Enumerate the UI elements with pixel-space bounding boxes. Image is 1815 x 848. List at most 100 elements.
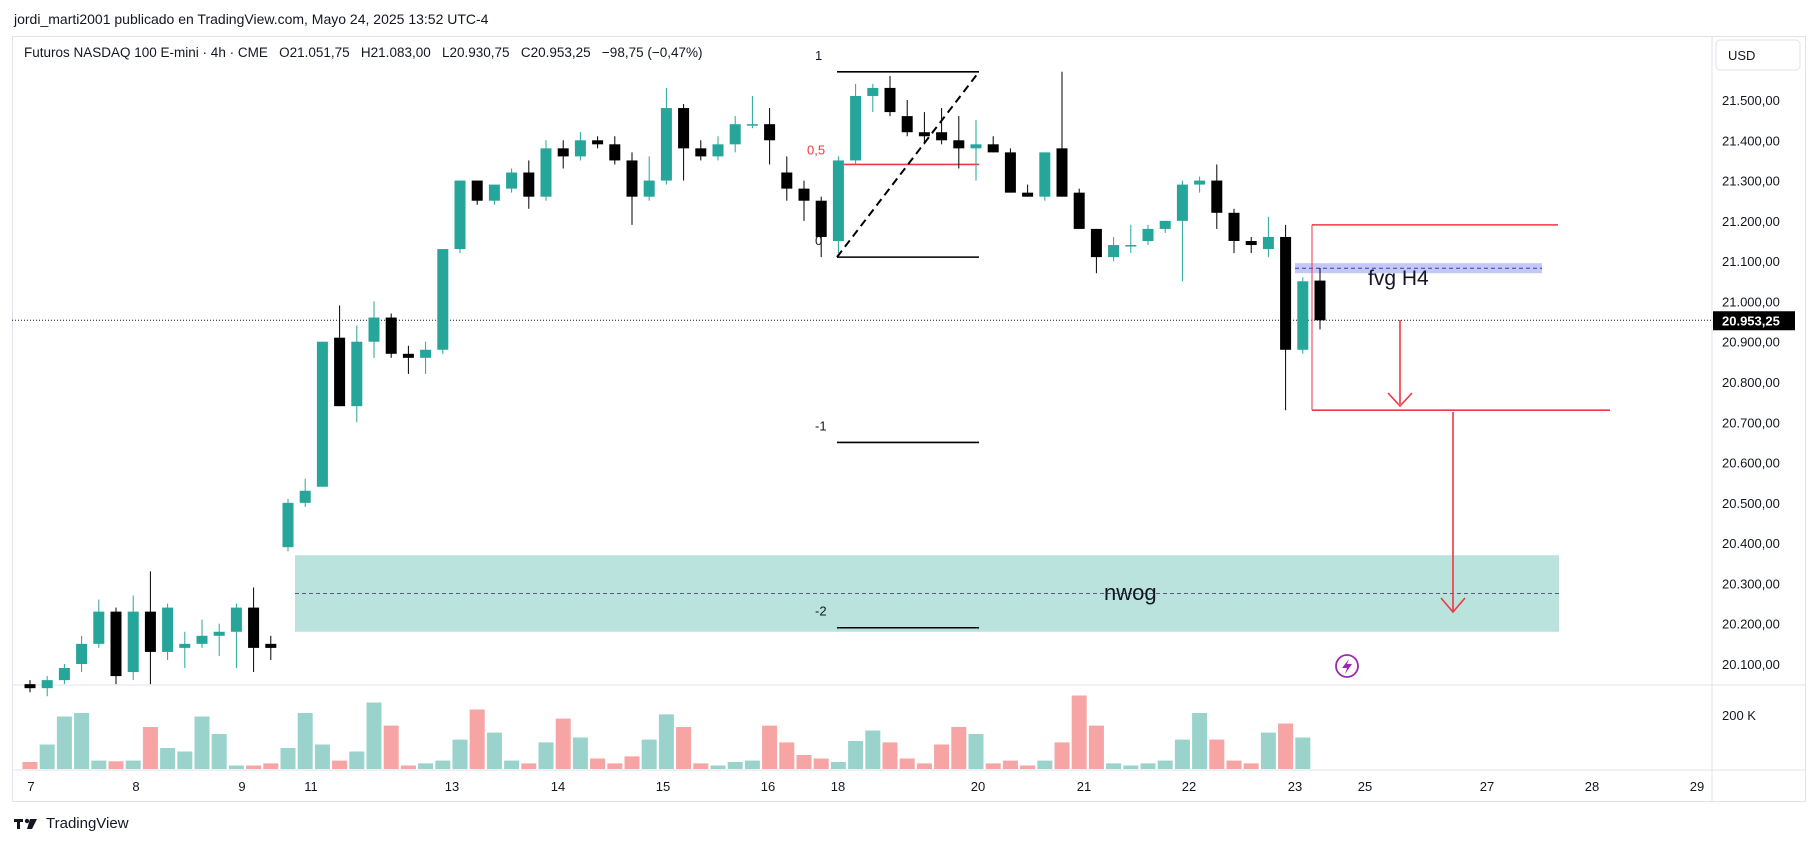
- volume-bar: [744, 760, 760, 769]
- candle[interactable]: [110, 607, 122, 685]
- candle[interactable]: [127, 595, 139, 681]
- candle[interactable]: [24, 680, 36, 693]
- candle[interactable]: [58, 664, 70, 685]
- candle-body: [179, 643, 191, 648]
- candle[interactable]: [368, 301, 380, 358]
- candle-body: [1090, 228, 1102, 258]
- candle[interactable]: [729, 116, 741, 153]
- candle[interactable]: [1262, 216, 1274, 258]
- candle-body: [437, 249, 449, 350]
- candle[interactable]: [454, 180, 466, 254]
- candle[interactable]: [248, 587, 260, 673]
- candle[interactable]: [1090, 228, 1102, 274]
- volume-bar: [710, 765, 726, 769]
- candle[interactable]: [523, 160, 535, 209]
- candle[interactable]: [1142, 224, 1154, 246]
- candle[interactable]: [815, 196, 827, 258]
- candle-body: [609, 144, 621, 161]
- candle-body: [1142, 228, 1154, 241]
- candle[interactable]: [918, 112, 930, 145]
- volume-bar: [418, 763, 434, 769]
- candle[interactable]: [781, 156, 793, 201]
- candle[interactable]: [282, 498, 294, 552]
- volume-bar: [762, 725, 778, 769]
- candle[interactable]: [93, 599, 105, 648]
- candle[interactable]: [1159, 220, 1171, 233]
- candle[interactable]: [540, 140, 552, 201]
- volume-bar: [1002, 760, 1018, 769]
- candle[interactable]: [162, 603, 174, 660]
- candle[interactable]: [953, 116, 965, 169]
- candle[interactable]: [798, 180, 810, 221]
- candle[interactable]: [746, 95, 758, 129]
- instrument-legend[interactable]: Futuros NASDAQ 100 E-mini · 4h · CME O21…: [24, 45, 703, 60]
- candle[interactable]: [936, 108, 948, 145]
- candle[interactable]: [592, 136, 604, 149]
- candle[interactable]: [678, 104, 690, 181]
- candle[interactable]: [660, 87, 672, 185]
- candle[interactable]: [265, 635, 277, 660]
- candle[interactable]: [695, 140, 707, 161]
- candle[interactable]: [884, 75, 896, 117]
- candle[interactable]: [1022, 184, 1034, 197]
- candle[interactable]: [385, 313, 397, 358]
- candle[interactable]: [1194, 176, 1206, 193]
- candle[interactable]: [901, 100, 913, 137]
- candle[interactable]: [764, 108, 776, 165]
- candle[interactable]: [557, 140, 569, 169]
- candle[interactable]: [437, 249, 449, 354]
- candle[interactable]: [1211, 164, 1223, 229]
- candle[interactable]: [76, 635, 88, 673]
- candle[interactable]: [196, 619, 208, 648]
- candle[interactable]: [1280, 224, 1292, 411]
- candle[interactable]: [574, 132, 586, 161]
- candle[interactable]: [643, 156, 655, 201]
- candle[interactable]: [488, 184, 500, 205]
- candle[interactable]: [506, 168, 518, 193]
- candle[interactable]: [867, 83, 879, 113]
- candle[interactable]: [1314, 267, 1326, 330]
- currency-button[interactable]: USD: [1715, 39, 1801, 71]
- volume-bar: [1174, 739, 1190, 769]
- x-tick-label: 8: [132, 779, 139, 794]
- volume-axis-label: 200 K: [1722, 708, 1756, 723]
- candle[interactable]: [334, 305, 346, 407]
- candle-body: [987, 144, 999, 153]
- candle[interactable]: [299, 478, 311, 507]
- candle[interactable]: [144, 571, 156, 685]
- candle[interactable]: [1228, 208, 1240, 254]
- candle[interactable]: [179, 631, 191, 669]
- candle[interactable]: [1297, 277, 1309, 354]
- fvg-zone[interactable]: [1295, 263, 1542, 274]
- candle[interactable]: [1073, 188, 1085, 229]
- candle[interactable]: [832, 156, 844, 254]
- volume-bar: [951, 727, 967, 769]
- candle-body: [729, 124, 741, 145]
- candle[interactable]: [41, 676, 53, 697]
- candle[interactable]: [316, 341, 328, 487]
- candle[interactable]: [850, 83, 862, 165]
- candle[interactable]: [1056, 71, 1068, 197]
- candle[interactable]: [213, 623, 225, 656]
- candle[interactable]: [626, 152, 638, 225]
- candle[interactable]: [987, 136, 999, 153]
- flash-event-icon[interactable]: [1335, 654, 1359, 678]
- candle-body: [1056, 148, 1068, 197]
- candle[interactable]: [609, 136, 621, 165]
- candle[interactable]: [420, 341, 432, 374]
- candle[interactable]: [1004, 148, 1016, 193]
- candle[interactable]: [402, 345, 414, 374]
- candle[interactable]: [471, 180, 483, 205]
- candle-body: [1108, 245, 1120, 258]
- candle[interactable]: [1176, 180, 1188, 282]
- candle[interactable]: [1245, 236, 1257, 254]
- candle[interactable]: [712, 136, 724, 161]
- candle[interactable]: [1108, 236, 1120, 262]
- candle[interactable]: [970, 120, 982, 181]
- candle[interactable]: [351, 325, 363, 423]
- candle[interactable]: [1125, 224, 1137, 254]
- candle[interactable]: [1039, 152, 1051, 201]
- chart-frame[interactable]: [12, 36, 1806, 802]
- candle[interactable]: [230, 603, 242, 669]
